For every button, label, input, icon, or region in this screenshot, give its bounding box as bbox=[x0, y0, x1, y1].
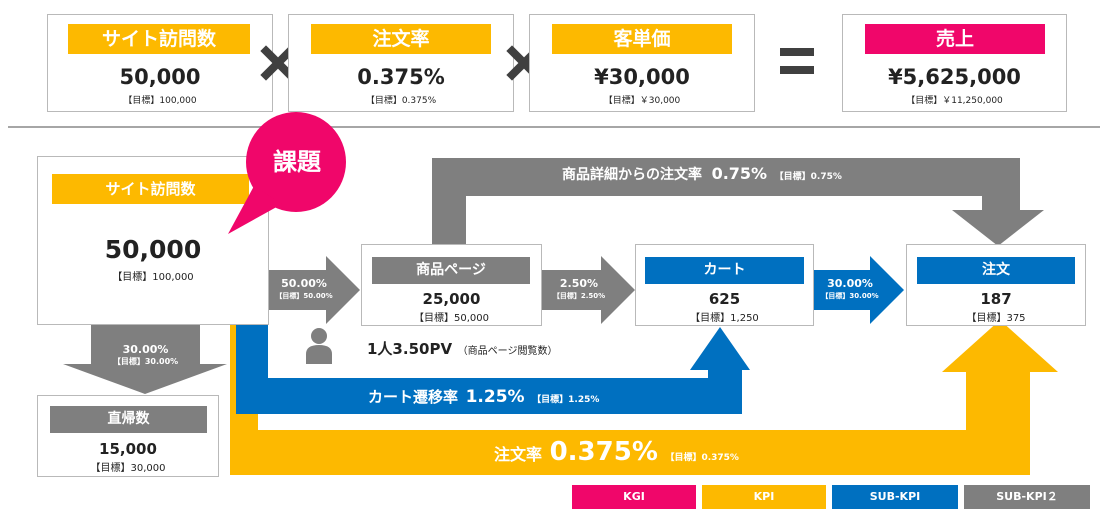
detail-order-value: 0.75% bbox=[711, 164, 768, 183]
bounce-arrow bbox=[63, 325, 227, 394]
to-order-rate-value: 30.00% bbox=[827, 277, 873, 290]
order-rate-value: 0.375% bbox=[549, 437, 658, 467]
order-rate-target: 【目標】0.375% bbox=[665, 453, 739, 463]
detail-order-label: 商品詳細からの注文率 bbox=[562, 167, 702, 183]
to-cart-rate-value: 2.50% bbox=[559, 277, 599, 290]
detail-order-arrow bbox=[432, 158, 1044, 246]
multiply-icon bbox=[260, 45, 296, 81]
detail-order-target: 【目標】0.75% bbox=[774, 172, 842, 182]
flow-product-target: 【目標】50,000 bbox=[414, 313, 489, 324]
flow-order-label: 注文 bbox=[917, 257, 1075, 284]
flow-cart-target: 【目標】1,250 bbox=[690, 313, 759, 324]
equals-icon bbox=[780, 48, 814, 56]
kpi-card-order-rate-label: 注文率 bbox=[311, 24, 491, 54]
legend-subkpi2: SUB-KPI２ bbox=[964, 485, 1090, 509]
flow-bounce-value: 15,000 bbox=[99, 440, 157, 458]
kpi-card-visits-value: 50,000 bbox=[119, 65, 201, 89]
pv-note: （商品ページ閲覧数） bbox=[457, 346, 558, 357]
kpi-card-unit-price: 客単価 ¥30,000 【目標】￥30,000 bbox=[529, 14, 755, 112]
flow-cart-box: カート 625 【目標】1,250 bbox=[635, 244, 814, 326]
cart-transition-caption: カート遷移率 1.25% 【目標】1.25% bbox=[368, 386, 599, 407]
order-rate-caption: 注文率 0.375% 【目標】0.375% bbox=[494, 437, 739, 467]
flow-bounce-target: 【目標】30,000 bbox=[90, 463, 166, 474]
flow-order-box: 注文 187 【目標】375 bbox=[906, 244, 1086, 326]
kpi-card-unit-price-target: 【目標】￥30,000 bbox=[603, 96, 681, 106]
kpi-card-visits-label: サイト訪問数 bbox=[68, 24, 250, 54]
kpi-card-order-rate-target: 【目標】0.375% bbox=[365, 96, 437, 106]
legend-kpi: KPI bbox=[702, 485, 826, 509]
to-product-rate-target: 【目標】50.00% bbox=[275, 292, 333, 300]
kpi-card-visits-target: 【目標】100,000 bbox=[123, 96, 197, 106]
cart-transition-label: カート遷移率 bbox=[368, 388, 459, 406]
kgi-card-sales-value: ¥5,625,000 bbox=[888, 65, 1021, 89]
to-product-arrow bbox=[268, 256, 360, 324]
cart-transition-band bbox=[236, 323, 750, 414]
pv-caption: 1人3.50PV （商品ページ閲覧数） bbox=[367, 338, 557, 359]
to-cart-rate-target: 【目標】2.50% bbox=[552, 292, 606, 300]
flow-product-value: 25,000 bbox=[422, 290, 481, 308]
to-product-rate-value: 50.00% bbox=[281, 277, 327, 290]
kpi-card-order-rate: 注文率 0.375% 【目標】0.375% bbox=[288, 14, 514, 112]
flow-product-box: 商品ページ 25,000 【目標】50,000 bbox=[361, 244, 542, 326]
equals-icon-lower bbox=[780, 66, 814, 74]
flow-order-target: 【目標】375 bbox=[966, 313, 1026, 324]
bounce-rate-value: 30.00% bbox=[122, 343, 169, 356]
flow-visits-box: サイト訪問数 50,000 【目標】100,000 bbox=[37, 156, 269, 325]
kpi-card-visits: サイト訪問数 50,000 【目標】100,000 bbox=[47, 14, 273, 112]
flow-bounce-box: 直帰数 15,000 【目標】30,000 bbox=[37, 395, 219, 477]
cart-transition-value: 1.25% bbox=[465, 387, 525, 407]
kpi-card-order-rate-value: 0.375% bbox=[357, 65, 445, 89]
person-icon bbox=[306, 328, 332, 364]
to-order-rate-target: 【目標】30.00% bbox=[821, 292, 879, 300]
kgi-card-sales: 売上 ¥5,625,000 【目標】￥11,250,000 bbox=[842, 14, 1067, 112]
kgi-card-sales-target: 【目標】￥11,250,000 bbox=[906, 96, 1003, 106]
flow-visits-value: 50,000 bbox=[104, 235, 202, 264]
detail-order-caption: 商品詳細からの注文率 0.75% 【目標】0.75% bbox=[562, 164, 892, 184]
section-divider bbox=[8, 126, 1100, 128]
to-cart-arrow bbox=[541, 256, 635, 324]
order-rate-label: 注文率 bbox=[494, 445, 543, 464]
flow-cart-label: カート bbox=[645, 257, 804, 284]
legend-subkpi: SUB-KPI bbox=[832, 485, 958, 509]
issue-bubble-shape bbox=[228, 112, 346, 234]
flow-product-label: 商品ページ bbox=[372, 257, 530, 284]
flow-order-value: 187 bbox=[980, 290, 1012, 308]
legend-kgi: KGI bbox=[572, 485, 696, 509]
kpi-card-unit-price-value: ¥30,000 bbox=[594, 65, 690, 89]
order-rate-band bbox=[230, 320, 1058, 475]
issue-bubble-label: 課題 bbox=[273, 148, 321, 176]
flow-visits-target: 【目標】100,000 bbox=[112, 272, 194, 283]
flow-cart-value: 625 bbox=[708, 290, 741, 308]
cart-transition-target: 【目標】1.25% bbox=[532, 395, 600, 405]
flow-visits-label: サイト訪問数 bbox=[52, 174, 249, 204]
to-order-arrow bbox=[812, 256, 904, 324]
kpi-card-unit-price-label: 客単価 bbox=[552, 24, 732, 54]
pv-value: 1人3.50PV bbox=[367, 340, 453, 358]
bounce-rate-target: 【目標】30.00% bbox=[112, 357, 179, 366]
flow-bounce-label: 直帰数 bbox=[50, 406, 207, 433]
kgi-card-sales-label: 売上 bbox=[865, 24, 1045, 54]
